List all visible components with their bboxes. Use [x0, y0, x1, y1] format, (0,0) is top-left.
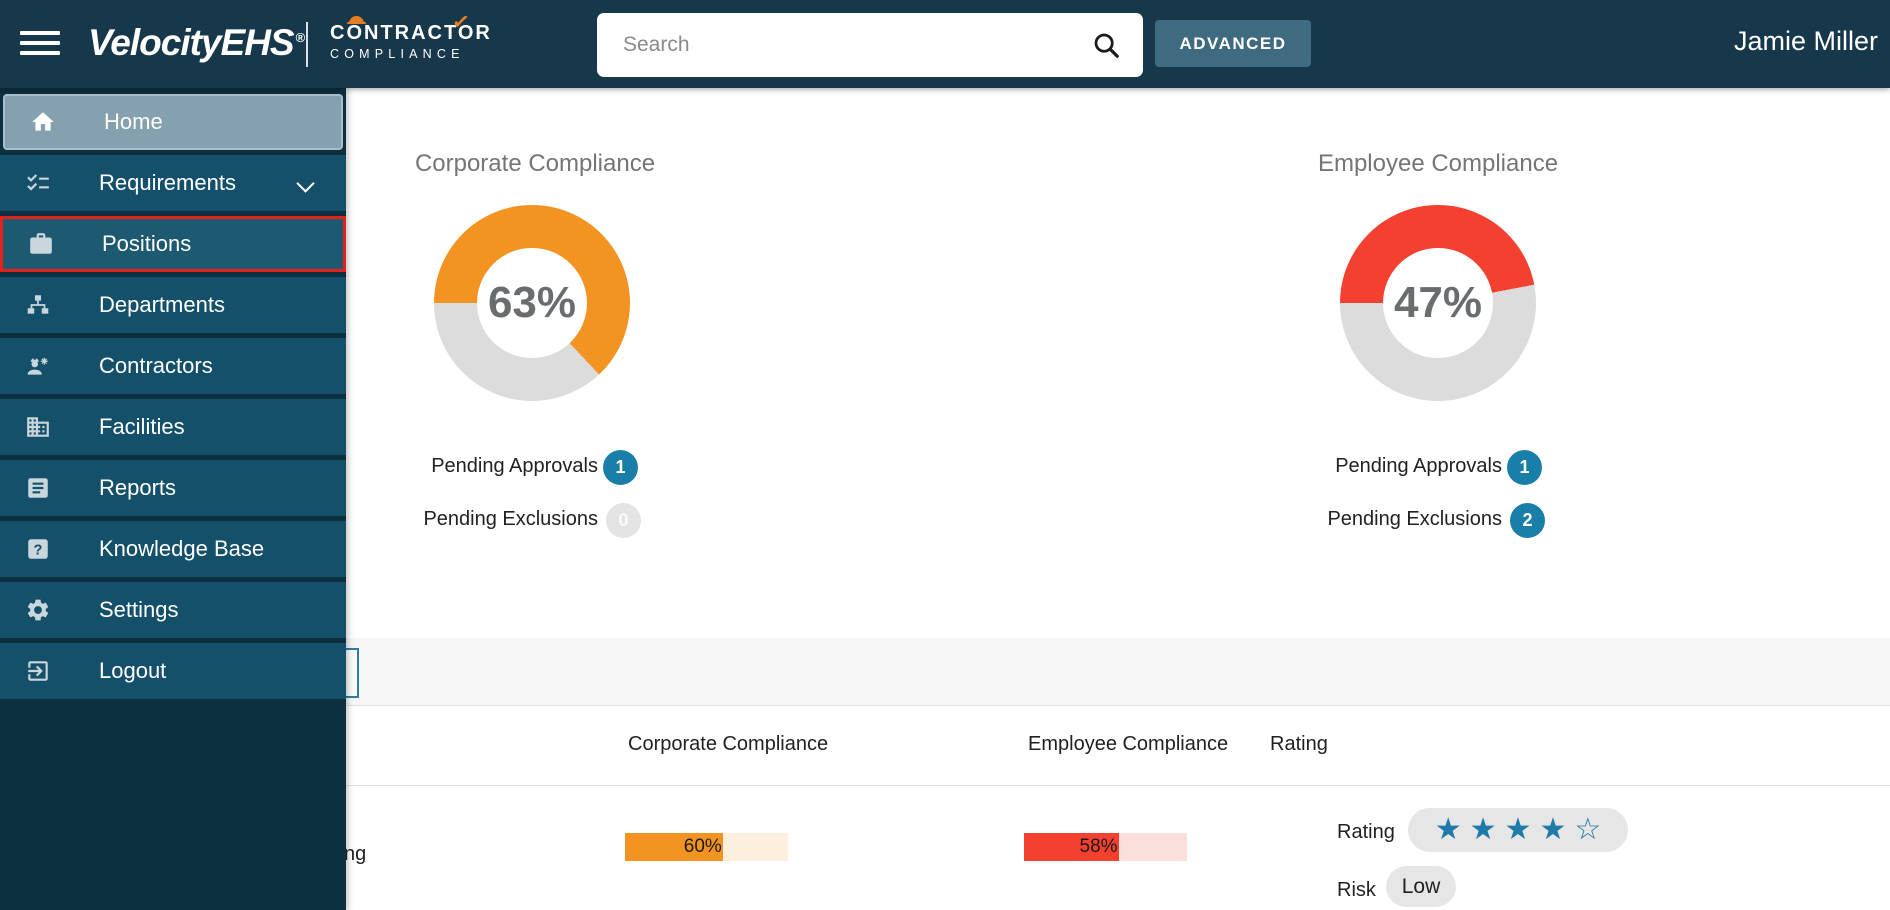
- corporate-percent-value: 63%: [487, 278, 577, 327]
- sidebar-item-positions[interactable]: Positions: [0, 216, 346, 272]
- help-icon: ?: [25, 536, 51, 562]
- corporate-compliance-donut-chart: 63%: [434, 205, 630, 401]
- column-header-employee-compliance: Employee Compliance: [1028, 733, 1229, 755]
- sidebar-item-requirements[interactable]: Requirements: [0, 155, 346, 211]
- logout-icon: [25, 658, 51, 684]
- sidebar-item-label: Contractors: [99, 353, 213, 378]
- checkmark-icon: ✓: [450, 9, 474, 36]
- sidebar-item-label: Reports: [99, 475, 177, 500]
- sidebar-item-label: Departments: [99, 292, 225, 317]
- top-bar: VelocityEHS® CONTRACTOR ✓ COMPLIANCE ADV…: [0, 0, 1890, 88]
- star-filled-icon: ★: [1469, 813, 1497, 846]
- contractor-icon: [25, 353, 51, 379]
- svg-text:?: ?: [34, 542, 43, 558]
- employee-donut-center: 47%: [1383, 248, 1493, 358]
- hamburger-menu-icon[interactable]: [20, 31, 60, 57]
- product-logo: CONTRACTOR ✓ COMPLIANCE: [330, 9, 492, 61]
- employee-compliance-bar: 58%: [1024, 833, 1187, 861]
- home-icon: [30, 109, 56, 135]
- risk-cell-label: Risk: [1337, 879, 1376, 901]
- employee-bar-value: 58%: [1079, 836, 1118, 857]
- sidebar-item-label: Knowledge Base: [99, 536, 265, 561]
- building-icon: [25, 414, 51, 440]
- document-icon: [25, 475, 51, 501]
- column-header-rating: Rating: [1270, 733, 1328, 755]
- sidebar-item-logout[interactable]: Logout: [0, 643, 346, 699]
- sidebar-item-reports[interactable]: Reports: [0, 460, 346, 516]
- row-position-name-fragment: ng: [344, 843, 367, 865]
- corporate-bar-value: 60%: [683, 836, 722, 857]
- briefcase-icon: [28, 231, 54, 257]
- registered-mark: ®: [295, 29, 306, 45]
- corporate-pending-exclusions-label: Pending Exclusions: [423, 508, 598, 530]
- chevron-down-icon: [296, 174, 315, 193]
- risk-badge: Low: [1386, 866, 1456, 907]
- search-box: [597, 13, 1143, 77]
- corporate-compliance-title: Corporate Compliance: [414, 150, 656, 177]
- employee-pending-approvals-badge[interactable]: 1: [1507, 450, 1542, 485]
- star-filled-icon: ★: [1434, 813, 1462, 846]
- sidebar-nav: Home Requirements Positions Departments Cont…: [0, 88, 346, 910]
- sidebar-item-knowledge-base[interactable]: ? Knowledge Base: [0, 521, 346, 577]
- employee-compliance-bar-fill: 58%: [1024, 833, 1119, 861]
- sidebar-item-contractors[interactable]: Contractors: [0, 338, 346, 394]
- sidebar-item-departments[interactable]: Departments: [0, 277, 346, 333]
- employee-pending-exclusions-badge[interactable]: 2: [1510, 503, 1545, 538]
- corporate-pending-approvals-badge[interactable]: 1: [603, 450, 638, 485]
- sidebar-item-home[interactable]: Home: [3, 94, 343, 150]
- column-header-corporate-compliance: Corporate Compliance: [628, 733, 829, 755]
- search-input[interactable]: [597, 13, 1143, 77]
- sidebar-item-label: Settings: [99, 597, 179, 622]
- rating-stars: ★ ★ ★ ★ ☆: [1408, 808, 1628, 852]
- sidebar-item-facilities[interactable]: Facilities: [0, 399, 346, 455]
- corporate-pending-exclusions-badge[interactable]: 0: [606, 503, 641, 538]
- employee-pending-approvals-label: Pending Approvals: [1335, 455, 1502, 477]
- advanced-search-button[interactable]: ADVANCED: [1155, 20, 1311, 67]
- sidebar-item-label: Logout: [99, 658, 167, 683]
- sidebar-item-label: Home: [104, 109, 163, 134]
- rating-cell-label: Rating: [1337, 821, 1395, 843]
- hardhat-icon: [347, 16, 366, 24]
- search-icon[interactable]: [1091, 30, 1121, 60]
- org-chart-icon: [25, 292, 51, 318]
- gear-icon: [25, 597, 51, 623]
- logo-divider: [306, 22, 308, 67]
- sidebar-item-label: Positions: [102, 231, 192, 256]
- corporate-compliance-bar: 60%: [625, 833, 788, 861]
- brand-logo: VelocityEHS ®: [88, 22, 306, 63]
- sidebar-item-label: Requirements: [99, 170, 236, 195]
- employee-compliance-donut-chart: 47%: [1340, 205, 1536, 401]
- corporate-pending-approvals-label: Pending Approvals: [431, 455, 598, 477]
- sidebar-item-settings[interactable]: Settings: [0, 582, 346, 638]
- table-header-divider: [0, 785, 1890, 786]
- star-outline-icon: ☆: [1574, 813, 1602, 846]
- employee-pending-exclusions-label: Pending Exclusions: [1327, 508, 1502, 530]
- star-filled-icon: ★: [1504, 813, 1532, 846]
- sidebar-item-label: Facilities: [99, 414, 185, 439]
- user-name[interactable]: Jamie Miller: [1733, 26, 1878, 56]
- employee-percent-value: 47%: [1393, 278, 1483, 327]
- employee-compliance-title: Employee Compliance: [1317, 150, 1559, 177]
- checklist-icon: [25, 170, 51, 196]
- corporate-compliance-bar-fill: 60%: [625, 833, 723, 861]
- corporate-donut-center: 63%: [477, 248, 587, 358]
- star-filled-icon: ★: [1539, 813, 1567, 846]
